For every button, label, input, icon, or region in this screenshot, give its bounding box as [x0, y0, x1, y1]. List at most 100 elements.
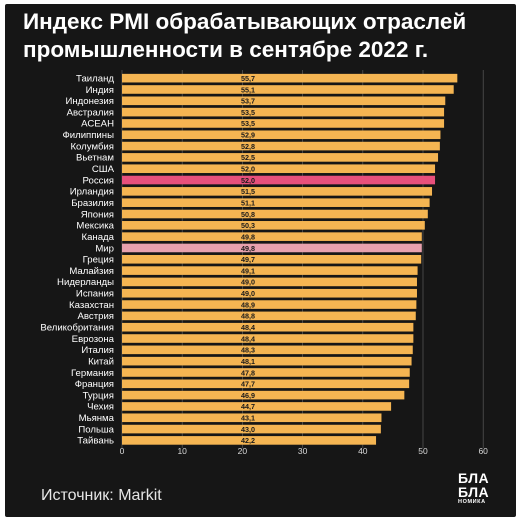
category-label: Австралия [67, 107, 114, 118]
value-label: 49,7 [241, 255, 255, 264]
category-label: Австрия [78, 311, 114, 322]
category-label: Греция [83, 255, 114, 266]
category-label: Вьетнам [76, 153, 114, 164]
bar [122, 345, 413, 355]
value-label: 43,0 [241, 425, 255, 434]
value-label: 48,4 [241, 323, 255, 332]
bar [122, 85, 454, 94]
bar [122, 107, 445, 117]
category-label: Китай [88, 356, 114, 367]
value-label: 48,8 [241, 312, 255, 321]
bar [122, 221, 425, 230]
source-note: Источник: Markit [41, 487, 162, 504]
category-label: Казахстан [69, 300, 114, 311]
category-label: Таиланд [76, 73, 114, 84]
value-label: 47,8 [241, 368, 255, 377]
category-label: Бразилия [71, 198, 114, 209]
category-label: Польша [78, 424, 114, 435]
category-label: Германия [71, 368, 114, 379]
bar [122, 141, 440, 151]
bar [122, 209, 428, 219]
category-label: Нидерланды [57, 277, 114, 288]
bar [122, 187, 433, 196]
value-label: 55,1 [241, 85, 255, 94]
title-line-2: промышленности в сентябре 2022 г. [23, 37, 429, 62]
chart-title: Индекс PMI обрабатывающих отраслей промы… [23, 8, 503, 64]
value-label: 48,3 [241, 346, 255, 355]
value-label: 48,9 [241, 300, 255, 309]
value-label: 49,1 [241, 266, 255, 275]
value-label: 52,9 [241, 131, 255, 140]
bar [122, 334, 414, 343]
category-label: Тайвань [77, 436, 114, 447]
value-label: 50,8 [241, 210, 255, 219]
x-tick-label: 0 [120, 446, 125, 456]
bar-chart: Таиланд 55,7 Индия 55,1 Индонезия 53,7 Австрал… [40, 70, 488, 456]
category-label: Турция [83, 390, 114, 401]
blablanomika-logo: БЛА БЛА НОМИКА [458, 470, 490, 505]
category-label: Малайзия [69, 266, 114, 277]
value-label: 52,0 [241, 165, 255, 174]
bar [122, 288, 417, 298]
category-label: Индия [86, 85, 114, 96]
bar [122, 243, 422, 253]
value-label: 53,5 [241, 108, 255, 117]
category-label: Мьянма [79, 413, 115, 424]
bar [122, 164, 436, 174]
value-label: 47,7 [241, 380, 255, 389]
value-label: 49,8 [241, 232, 255, 241]
x-tick-label: 30 [298, 446, 308, 456]
value-label: 51,5 [241, 187, 255, 196]
value-label: 46,9 [241, 391, 255, 400]
bar [122, 130, 441, 140]
value-label: 55,7 [241, 74, 255, 83]
value-label: 50,3 [241, 221, 255, 230]
category-label: Испания [76, 289, 114, 300]
category-label: Канада [82, 232, 115, 243]
bar [122, 73, 458, 83]
bar [122, 175, 436, 185]
category-label: Колумбия [70, 141, 114, 152]
value-label: 49,0 [241, 278, 255, 287]
x-tick-label: 50 [418, 446, 428, 456]
bar [122, 356, 412, 366]
bar [122, 436, 377, 445]
category-label: Ирландия [70, 187, 114, 198]
category-label: Чехия [87, 402, 114, 413]
x-tick-label: 20 [238, 446, 248, 456]
value-label: 44,7 [241, 402, 255, 411]
bar [122, 277, 417, 287]
value-label: 51,1 [241, 198, 255, 207]
category-label: Япония [81, 209, 114, 220]
value-label: 48,1 [241, 357, 255, 366]
category-label: Мир [95, 243, 114, 254]
bar [122, 311, 416, 321]
bar [122, 198, 430, 207]
category-label: Мексика [76, 221, 114, 232]
x-tick-label: 60 [478, 446, 488, 456]
value-label: 49,0 [241, 289, 255, 298]
category-label: Италия [81, 345, 114, 356]
x-tick-label: 10 [177, 446, 187, 456]
category-label: Великобритания [40, 323, 114, 334]
x-tick-label: 40 [358, 446, 368, 456]
title-line-1: Индекс PMI обрабатывающих отраслей [23, 9, 467, 34]
bar [122, 413, 382, 423]
bar [122, 153, 439, 162]
category-label: Россия [83, 175, 114, 186]
bar [122, 96, 446, 106]
bar [122, 266, 418, 275]
bar [122, 322, 414, 332]
category-label: Филиппины [62, 130, 114, 141]
chart-panel: Индекс PMI обрабатывающих отраслей промы… [5, 4, 516, 517]
value-label: 52,5 [241, 153, 255, 162]
value-label: 48,4 [241, 334, 255, 343]
bar [122, 390, 405, 400]
category-label: США [92, 164, 115, 175]
value-label: 42,2 [241, 436, 255, 445]
bar [122, 368, 410, 377]
bar [122, 402, 392, 411]
bar [122, 232, 422, 241]
category-label: Еврозона [72, 334, 115, 345]
value-label: 43,1 [241, 414, 255, 423]
